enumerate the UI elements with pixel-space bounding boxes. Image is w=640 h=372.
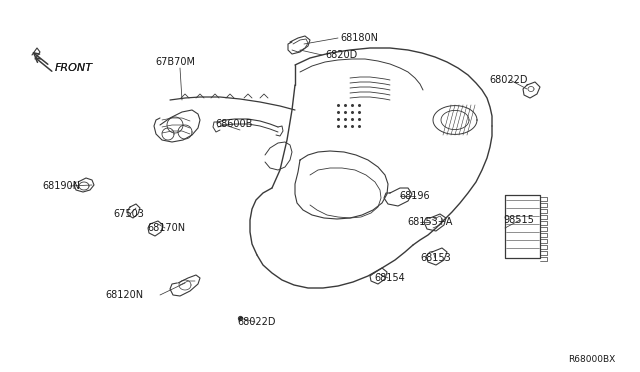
Text: 6820D: 6820D	[325, 50, 357, 60]
Text: 68153+A: 68153+A	[407, 217, 452, 227]
Text: 68180N: 68180N	[340, 33, 378, 43]
Text: 68600B: 68600B	[215, 119, 252, 129]
Text: 68154: 68154	[374, 273, 404, 283]
Text: R68000BX: R68000BX	[568, 356, 615, 365]
Text: FRONT: FRONT	[55, 63, 93, 73]
Text: 67503: 67503	[113, 209, 144, 219]
Text: 98515: 98515	[503, 215, 534, 225]
Text: 68022D: 68022D	[489, 75, 527, 85]
Text: 68196: 68196	[399, 191, 429, 201]
Text: FRONT: FRONT	[55, 63, 93, 73]
Text: 68153: 68153	[420, 253, 451, 263]
Text: 67B70M: 67B70M	[155, 57, 195, 67]
Text: 68120N: 68120N	[105, 290, 143, 300]
Text: 68170N: 68170N	[147, 223, 185, 233]
Text: 68190N: 68190N	[42, 181, 80, 191]
Text: 68022D: 68022D	[237, 317, 275, 327]
